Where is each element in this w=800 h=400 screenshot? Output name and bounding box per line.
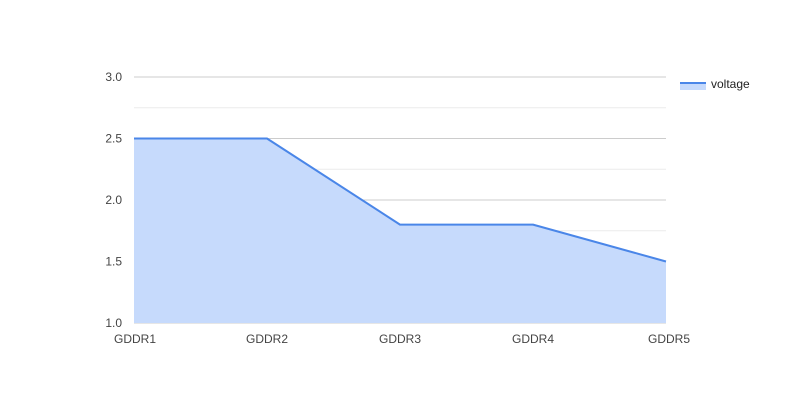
x-tick-label: GDDR3	[379, 332, 421, 346]
y-tick-label: 1.5	[105, 255, 122, 269]
x-tick-label: GDDR4	[512, 332, 554, 346]
y-tick-label: 3.0	[105, 70, 122, 84]
y-tick-label: 2.0	[105, 193, 122, 207]
legend-label-voltage: voltage	[711, 77, 750, 91]
area-fill-voltage	[134, 138, 666, 323]
x-tick-label: GDDR1	[114, 332, 156, 346]
y-tick-label: 2.5	[105, 132, 122, 146]
y-tick-label: 1.0	[105, 316, 122, 330]
x-tick-label: GDDR5	[648, 332, 690, 346]
y-axis-tick-labels: 1.0 1.5 2.0 2.5 3.0	[105, 70, 122, 330]
legend-swatch	[680, 83, 706, 90]
legend: voltage	[680, 77, 750, 91]
x-tick-label: GDDR2	[246, 332, 288, 346]
x-axis-tick-labels: GDDR1 GDDR2 GDDR3 GDDR4 GDDR5	[114, 332, 690, 346]
plot-area	[133, 137, 667, 323]
